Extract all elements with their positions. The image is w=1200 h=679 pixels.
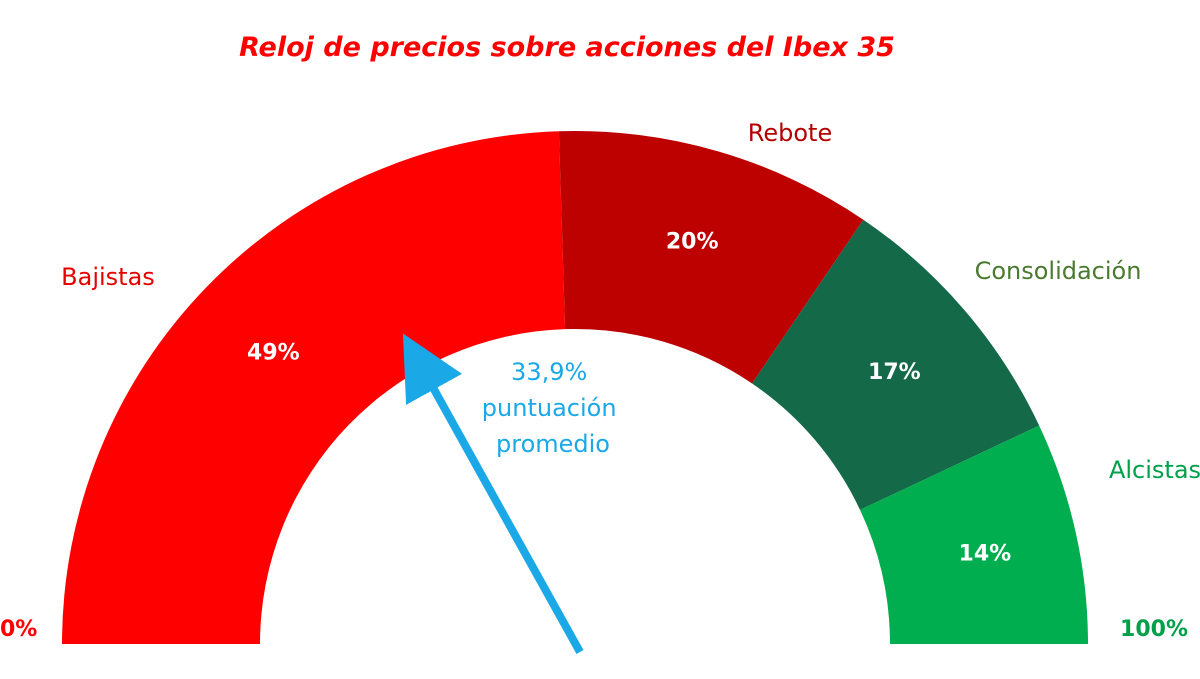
category-label-bajistas: Bajistas: [61, 263, 155, 291]
value-label-bajistas: 49%: [247, 341, 300, 366]
value-label-rebote: 20%: [666, 230, 719, 255]
category-label-consolidacion: Consolidación: [975, 257, 1142, 285]
percent-labels: 49% 20% 17% 14%: [247, 230, 1011, 567]
value-label-consolidacion: 17%: [868, 360, 921, 385]
pointer-arrow: [402, 333, 584, 654]
chart-title: Reloj de precios sobre acciones del Ibex…: [239, 32, 895, 63]
scale-max-label: 100%: [1120, 617, 1188, 642]
segment-alcistas: [860, 425, 1088, 644]
segment-rebote: [558, 130, 864, 384]
average-score-label: 33,9% puntuación promedio: [482, 358, 624, 458]
category-label-alcistas: Alcistas: [1109, 456, 1200, 484]
category-label-rebote: Rebote: [748, 119, 832, 147]
average-score-caption-2: promedio: [496, 430, 610, 458]
scale-min-label: 0%: [0, 617, 37, 642]
average-score-value: 33,9%: [511, 358, 587, 386]
average-score-pointer: [402, 333, 584, 654]
segment-consolidacion: [752, 219, 1040, 510]
gauge-segments: [62, 130, 1088, 645]
category-labels: Bajistas Rebote Consolidación Alcistas: [61, 119, 1200, 484]
value-label-alcistas: 14%: [959, 541, 1012, 566]
average-score-caption-1: puntuación: [482, 394, 617, 422]
segment-bajistas: [62, 131, 566, 645]
